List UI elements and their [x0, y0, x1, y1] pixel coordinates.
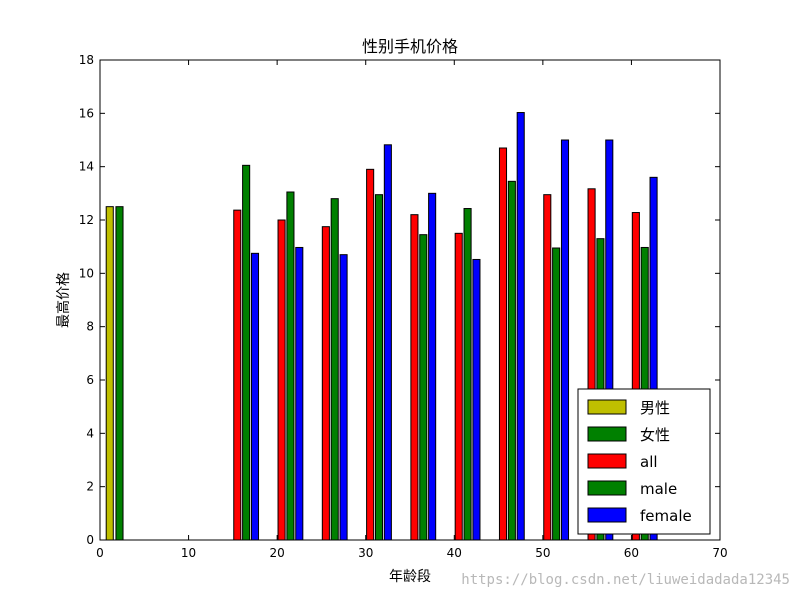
x-tick-label: 70	[712, 546, 727, 560]
bar-all-3	[366, 168, 375, 541]
bar-female-5	[472, 258, 481, 541]
bar-male-0	[242, 164, 251, 541]
x-tick-label: 30	[358, 546, 373, 560]
ticks-layer: 0 10 20 30 40 50 60 70 0 2 4 6 8 10 12 14 16 18	[79, 53, 728, 560]
x-tick-label: 50	[535, 546, 550, 560]
legend-label-男性: 男性	[640, 399, 670, 417]
x-tick-label: 20	[270, 546, 285, 560]
y-tick-label: 0	[86, 533, 94, 547]
legend-label-女性: 女性	[640, 426, 670, 444]
bar-female-2	[339, 254, 348, 541]
x-tick-label: 0	[96, 546, 104, 560]
y-tick-label: 18	[79, 53, 94, 67]
bar-female-6	[516, 112, 525, 541]
bar-all-6	[498, 147, 508, 541]
bar-male-5	[463, 208, 472, 541]
legend-swatch-male	[587, 480, 627, 496]
legend-swatch-all	[587, 453, 627, 469]
legend-label-all: all	[640, 453, 658, 471]
legend-swatch-男性	[587, 399, 627, 415]
bar-male-3	[374, 194, 384, 541]
bar-all-5	[454, 232, 463, 541]
x-axis-label: 年龄段	[389, 569, 431, 585]
bar-female-1	[295, 246, 304, 541]
bar-male-6	[507, 180, 516, 541]
bar-female-4	[428, 192, 437, 541]
x-tick-label: 40	[447, 546, 462, 560]
x-tick-label: 10	[181, 546, 196, 560]
bar-男性-0	[105, 206, 114, 541]
bar-女性-0	[115, 206, 124, 541]
bar-all-0	[233, 209, 242, 541]
y-tick-label: 6	[86, 373, 94, 387]
y-tick-label: 14	[79, 160, 94, 174]
y-tick-label: 2	[86, 480, 94, 494]
bar-all-1	[277, 219, 286, 541]
bar-female-7	[560, 139, 570, 541]
y-tick-label: 4	[86, 426, 94, 440]
y-tick-label: 10	[79, 266, 94, 280]
y-tick-label: 8	[86, 320, 94, 334]
legend-label-male: male	[640, 480, 677, 498]
bar-female-0	[250, 252, 260, 541]
chart-title: 性别手机价格	[362, 37, 458, 56]
bar-all-2	[321, 226, 330, 541]
y-tick-label: 12	[79, 213, 94, 227]
bar-male-1	[286, 191, 295, 541]
y-tick-label: 16	[79, 106, 94, 120]
y-axis-label: 最高价格	[55, 272, 72, 328]
plot-frame	[99, 59, 721, 541]
bar-male-4	[419, 234, 428, 541]
legend-swatch-女性	[587, 426, 627, 442]
bar-male-2	[330, 198, 339, 541]
bar-all-7	[543, 194, 552, 541]
legend-swatch-female	[587, 507, 627, 523]
bar-all-4	[410, 214, 419, 541]
bar-female-3	[383, 144, 392, 541]
bar-male-7	[552, 247, 561, 541]
x-tick-label: 60	[624, 546, 639, 560]
legend-label-female: female	[640, 507, 692, 525]
watermark-text: https://blog.csdn.net/liuweidadada12345	[461, 572, 790, 588]
